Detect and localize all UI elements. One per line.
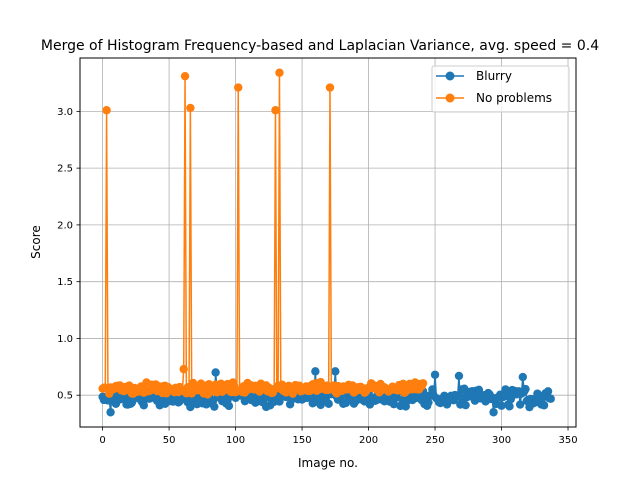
data-point-blurry <box>454 371 464 381</box>
data-point-blurry <box>324 399 333 408</box>
data-point-no-problems <box>180 71 190 81</box>
data-point-blurry <box>539 401 549 410</box>
y-tick-label: 2.5 <box>57 164 73 175</box>
legend-marker-no-problems <box>445 93 455 103</box>
legend: Blurry No problems <box>431 65 570 113</box>
plot-frame <box>79 57 577 428</box>
x-axis-label: Image no. <box>298 456 358 470</box>
data-point-blurry <box>224 401 234 411</box>
data-point-blurry <box>139 401 149 410</box>
y-tick-label: 0.5 <box>57 391 73 402</box>
data-point-blurry <box>453 392 462 401</box>
data-point-blurry <box>311 367 320 376</box>
x-tick-label: 300 <box>492 435 511 446</box>
data-point-blurry <box>543 387 553 396</box>
series-area <box>98 68 555 417</box>
data-point-blurry <box>186 402 195 412</box>
x-tick-label: 100 <box>226 435 245 446</box>
data-point-no-problems <box>102 106 111 115</box>
data-point-no-problems <box>275 68 284 77</box>
data-point-blurry <box>497 401 506 410</box>
chart-title: Merge of Histogram Frequency-based and L… <box>41 38 599 54</box>
data-point-blurry <box>489 408 498 417</box>
data-point-no-problems <box>186 103 195 113</box>
data-point-blurry <box>515 400 525 409</box>
data-point-blurry <box>546 394 555 403</box>
data-point-blurry <box>428 385 437 394</box>
data-point-blurry <box>331 367 340 376</box>
data-point-no-problems <box>179 364 188 374</box>
data-point-blurry <box>106 408 115 417</box>
data-point-no-problems <box>325 83 335 92</box>
y-tick-label: 2.0 <box>57 220 73 231</box>
data-point-blurry <box>521 384 530 394</box>
x-tick-label: 0 <box>99 435 105 446</box>
x-tick-label: 350 <box>558 435 577 446</box>
y-axis-label: Score <box>29 225 43 259</box>
x-ticks: 0 50 100 150 200 250 300 350 <box>99 427 578 446</box>
legend-label-blurry: Blurry <box>476 69 512 83</box>
data-point-blurry <box>210 402 219 411</box>
data-point-blurry <box>424 398 433 407</box>
data-point-blurry <box>505 402 514 411</box>
data-point-blurry <box>518 372 528 382</box>
x-tick-label: 50 <box>163 435 176 446</box>
legend-box <box>431 65 570 113</box>
y-tick-label: 1.5 <box>57 277 73 288</box>
y-tick-label: 1.0 <box>57 334 73 345</box>
data-point-no-problems <box>271 106 280 115</box>
data-point-blurry <box>211 368 220 377</box>
data-point-blurry <box>430 370 440 379</box>
x-tick-label: 150 <box>293 435 312 446</box>
series-no-problems <box>98 68 428 399</box>
data-point-no-problems <box>234 83 243 92</box>
legend-marker-blurry <box>445 71 455 81</box>
y-ticks: 0.5 1.0 1.5 2.0 2.5 3.0 <box>57 107 80 402</box>
data-point-blurry <box>461 400 470 410</box>
y-tick-label: 3.0 <box>57 107 73 118</box>
data-point-no-problems <box>418 379 428 388</box>
legend-label-no-problems: No problems <box>476 91 552 105</box>
x-tick-label: 250 <box>425 435 444 446</box>
x-tick-label: 200 <box>359 435 378 446</box>
